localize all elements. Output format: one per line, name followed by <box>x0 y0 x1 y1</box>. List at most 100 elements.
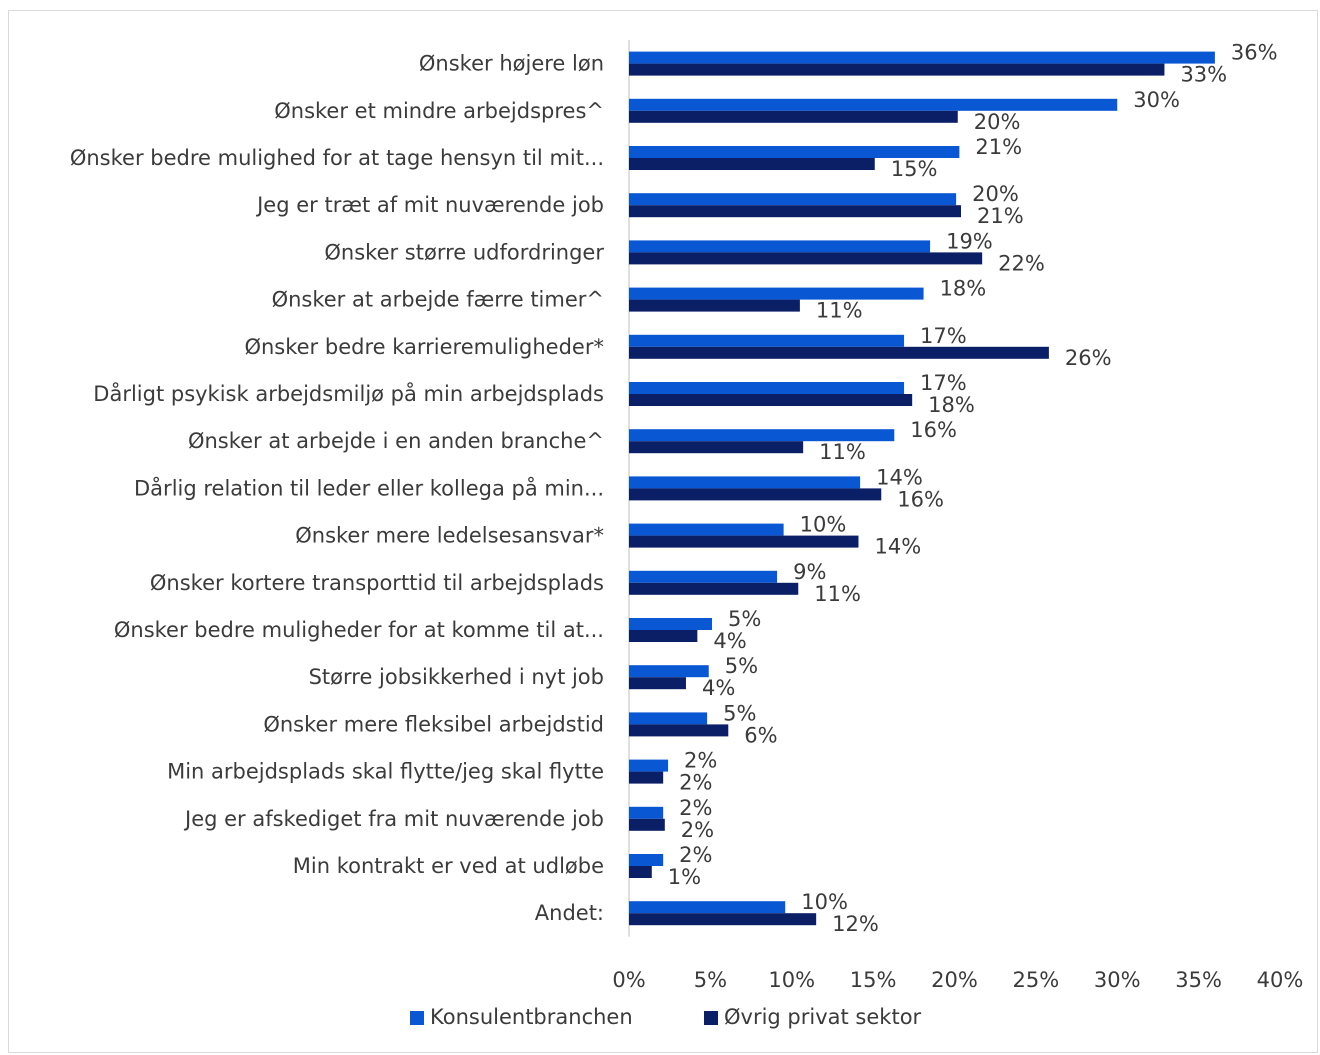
data-label: 1% <box>668 865 701 889</box>
data-label: 18% <box>928 393 975 417</box>
data-label: 5% <box>723 701 756 725</box>
bar-oevrig-privat-sektor <box>629 535 859 548</box>
x-tick-label: 40% <box>1257 968 1304 992</box>
bar-konsulentbranchen <box>629 51 1215 64</box>
category-label: Jeg er afskediget fra mit nuværende job <box>183 807 604 831</box>
data-label: 15% <box>891 157 938 181</box>
bar-oevrig-privat-sektor <box>629 205 962 218</box>
category-label: Andet: <box>535 901 604 925</box>
data-label: 36% <box>1231 41 1278 65</box>
data-label: 14% <box>874 535 921 559</box>
data-label: 14% <box>876 465 923 489</box>
bar-konsulentbranchen <box>629 382 905 394</box>
data-label: 11% <box>814 582 861 606</box>
bar-konsulentbranchen <box>629 287 924 300</box>
x-tick-label: 10% <box>768 968 815 992</box>
category-label: Ønsker et mindre arbejdspres^ <box>274 99 604 123</box>
data-label: 10% <box>800 513 847 537</box>
data-label: 6% <box>744 723 777 747</box>
category-label: Min kontrakt er ved at udløbe <box>293 854 604 878</box>
x-tick-label: 0% <box>612 968 645 992</box>
data-label: 2% <box>681 818 714 842</box>
bar-konsulentbranchen <box>629 712 708 725</box>
data-label: 12% <box>832 912 879 936</box>
x-tick-label: 20% <box>931 968 978 992</box>
category-label: Ønsker bedre karrieremuligheder* <box>244 335 604 359</box>
data-label: 2% <box>679 771 712 795</box>
bar-konsulentbranchen <box>629 146 960 158</box>
category-label: Dårlig relation til leder eller kollega … <box>134 475 604 500</box>
data-label: 10% <box>801 890 848 914</box>
bar-oevrig-privat-sektor <box>629 913 817 926</box>
bar-oevrig-privat-sektor <box>629 630 698 642</box>
bar-oevrig-privat-sektor <box>629 488 882 501</box>
bar-konsulentbranchen <box>629 618 713 630</box>
bar-konsulentbranchen <box>629 665 709 678</box>
data-label: 9% <box>793 560 826 584</box>
x-tick-label: 30% <box>1094 968 1141 992</box>
bar-konsulentbranchen <box>629 523 784 536</box>
bar-oevrig-privat-sektor <box>629 771 664 784</box>
category-label: Dårligt psykisk arbejdsmiljø på min arbe… <box>93 381 604 406</box>
bar-konsulentbranchen <box>629 193 957 206</box>
data-label: 20% <box>974 110 1021 134</box>
bar-konsulentbranchen <box>629 476 861 489</box>
bar-oevrig-privat-sektor <box>629 110 958 123</box>
bar-oevrig-privat-sektor <box>629 299 800 312</box>
data-label: 17% <box>920 371 967 395</box>
category-label: Ønsker større udfordringer <box>324 240 604 264</box>
x-tick-label: 25% <box>1013 968 1060 992</box>
x-tick-label: 15% <box>850 968 897 992</box>
bar-konsulentbranchen <box>629 901 786 914</box>
data-label: 17% <box>920 324 967 348</box>
bar-konsulentbranchen <box>629 98 1118 111</box>
category-label: Ønsker mere ledelsesansvar* <box>295 524 604 548</box>
data-label: 2% <box>679 796 712 820</box>
data-label: 16% <box>910 418 957 442</box>
data-label: 30% <box>1133 88 1180 112</box>
bar-oevrig-privat-sektor <box>629 441 804 454</box>
data-label: 2% <box>679 843 712 867</box>
category-label: Ønsker bedre mulighed for at tage hensyn… <box>70 146 604 170</box>
category-label: Ønsker bedre muligheder for at komme til… <box>114 618 604 642</box>
data-label: 16% <box>897 487 944 511</box>
bar-konsulentbranchen <box>629 429 895 442</box>
legend-label: Øvrig privat sektor <box>724 1005 922 1029</box>
x-tick-label: 35% <box>1175 968 1222 992</box>
bar-oevrig-privat-sektor <box>629 252 983 265</box>
legend-swatch <box>704 1011 718 1025</box>
data-label: 4% <box>713 629 746 653</box>
bar-oevrig-privat-sektor <box>629 724 729 737</box>
data-label: 5% <box>725 654 758 678</box>
category-label: Større jobsikkerhed i nyt job <box>309 665 604 689</box>
category-label: Ønsker at arbejde færre timer^ <box>272 288 604 312</box>
data-label: 21% <box>977 204 1024 228</box>
data-label: 21% <box>975 135 1022 159</box>
bar-oevrig-privat-sektor <box>629 394 913 406</box>
bar-oevrig-privat-sektor <box>629 158 875 170</box>
data-label: 22% <box>998 251 1045 275</box>
bar-oevrig-privat-sektor <box>629 582 799 595</box>
data-label: 18% <box>940 277 987 301</box>
bar-oevrig-privat-sektor <box>629 677 686 690</box>
data-label: 26% <box>1065 346 1112 370</box>
data-label: 19% <box>946 229 993 253</box>
bar-konsulentbranchen <box>629 240 931 253</box>
category-label: Min arbejdsplads skal flytte/jeg skal fl… <box>167 760 604 784</box>
bar-konsulentbranchen <box>629 570 778 583</box>
category-label: Ønsker højere løn <box>419 52 604 76</box>
category-label: Ønsker mere fleksibel arbejdstid <box>263 712 604 736</box>
data-label: 11% <box>816 299 863 323</box>
bar-konsulentbranchen <box>629 334 905 347</box>
data-label: 5% <box>728 607 761 631</box>
category-label: Ønsker at arbejde i en anden branche^ <box>188 429 604 453</box>
data-label: 2% <box>684 749 717 773</box>
legend-swatch <box>410 1011 424 1025</box>
data-label: 33% <box>1180 63 1227 87</box>
bar-oevrig-privat-sektor <box>629 818 665 831</box>
bar-konsulentbranchen <box>629 854 664 866</box>
bar-oevrig-privat-sektor <box>629 866 652 878</box>
category-label: Jeg er træt af mit nuværende job <box>255 193 604 217</box>
data-label: 4% <box>702 676 735 700</box>
